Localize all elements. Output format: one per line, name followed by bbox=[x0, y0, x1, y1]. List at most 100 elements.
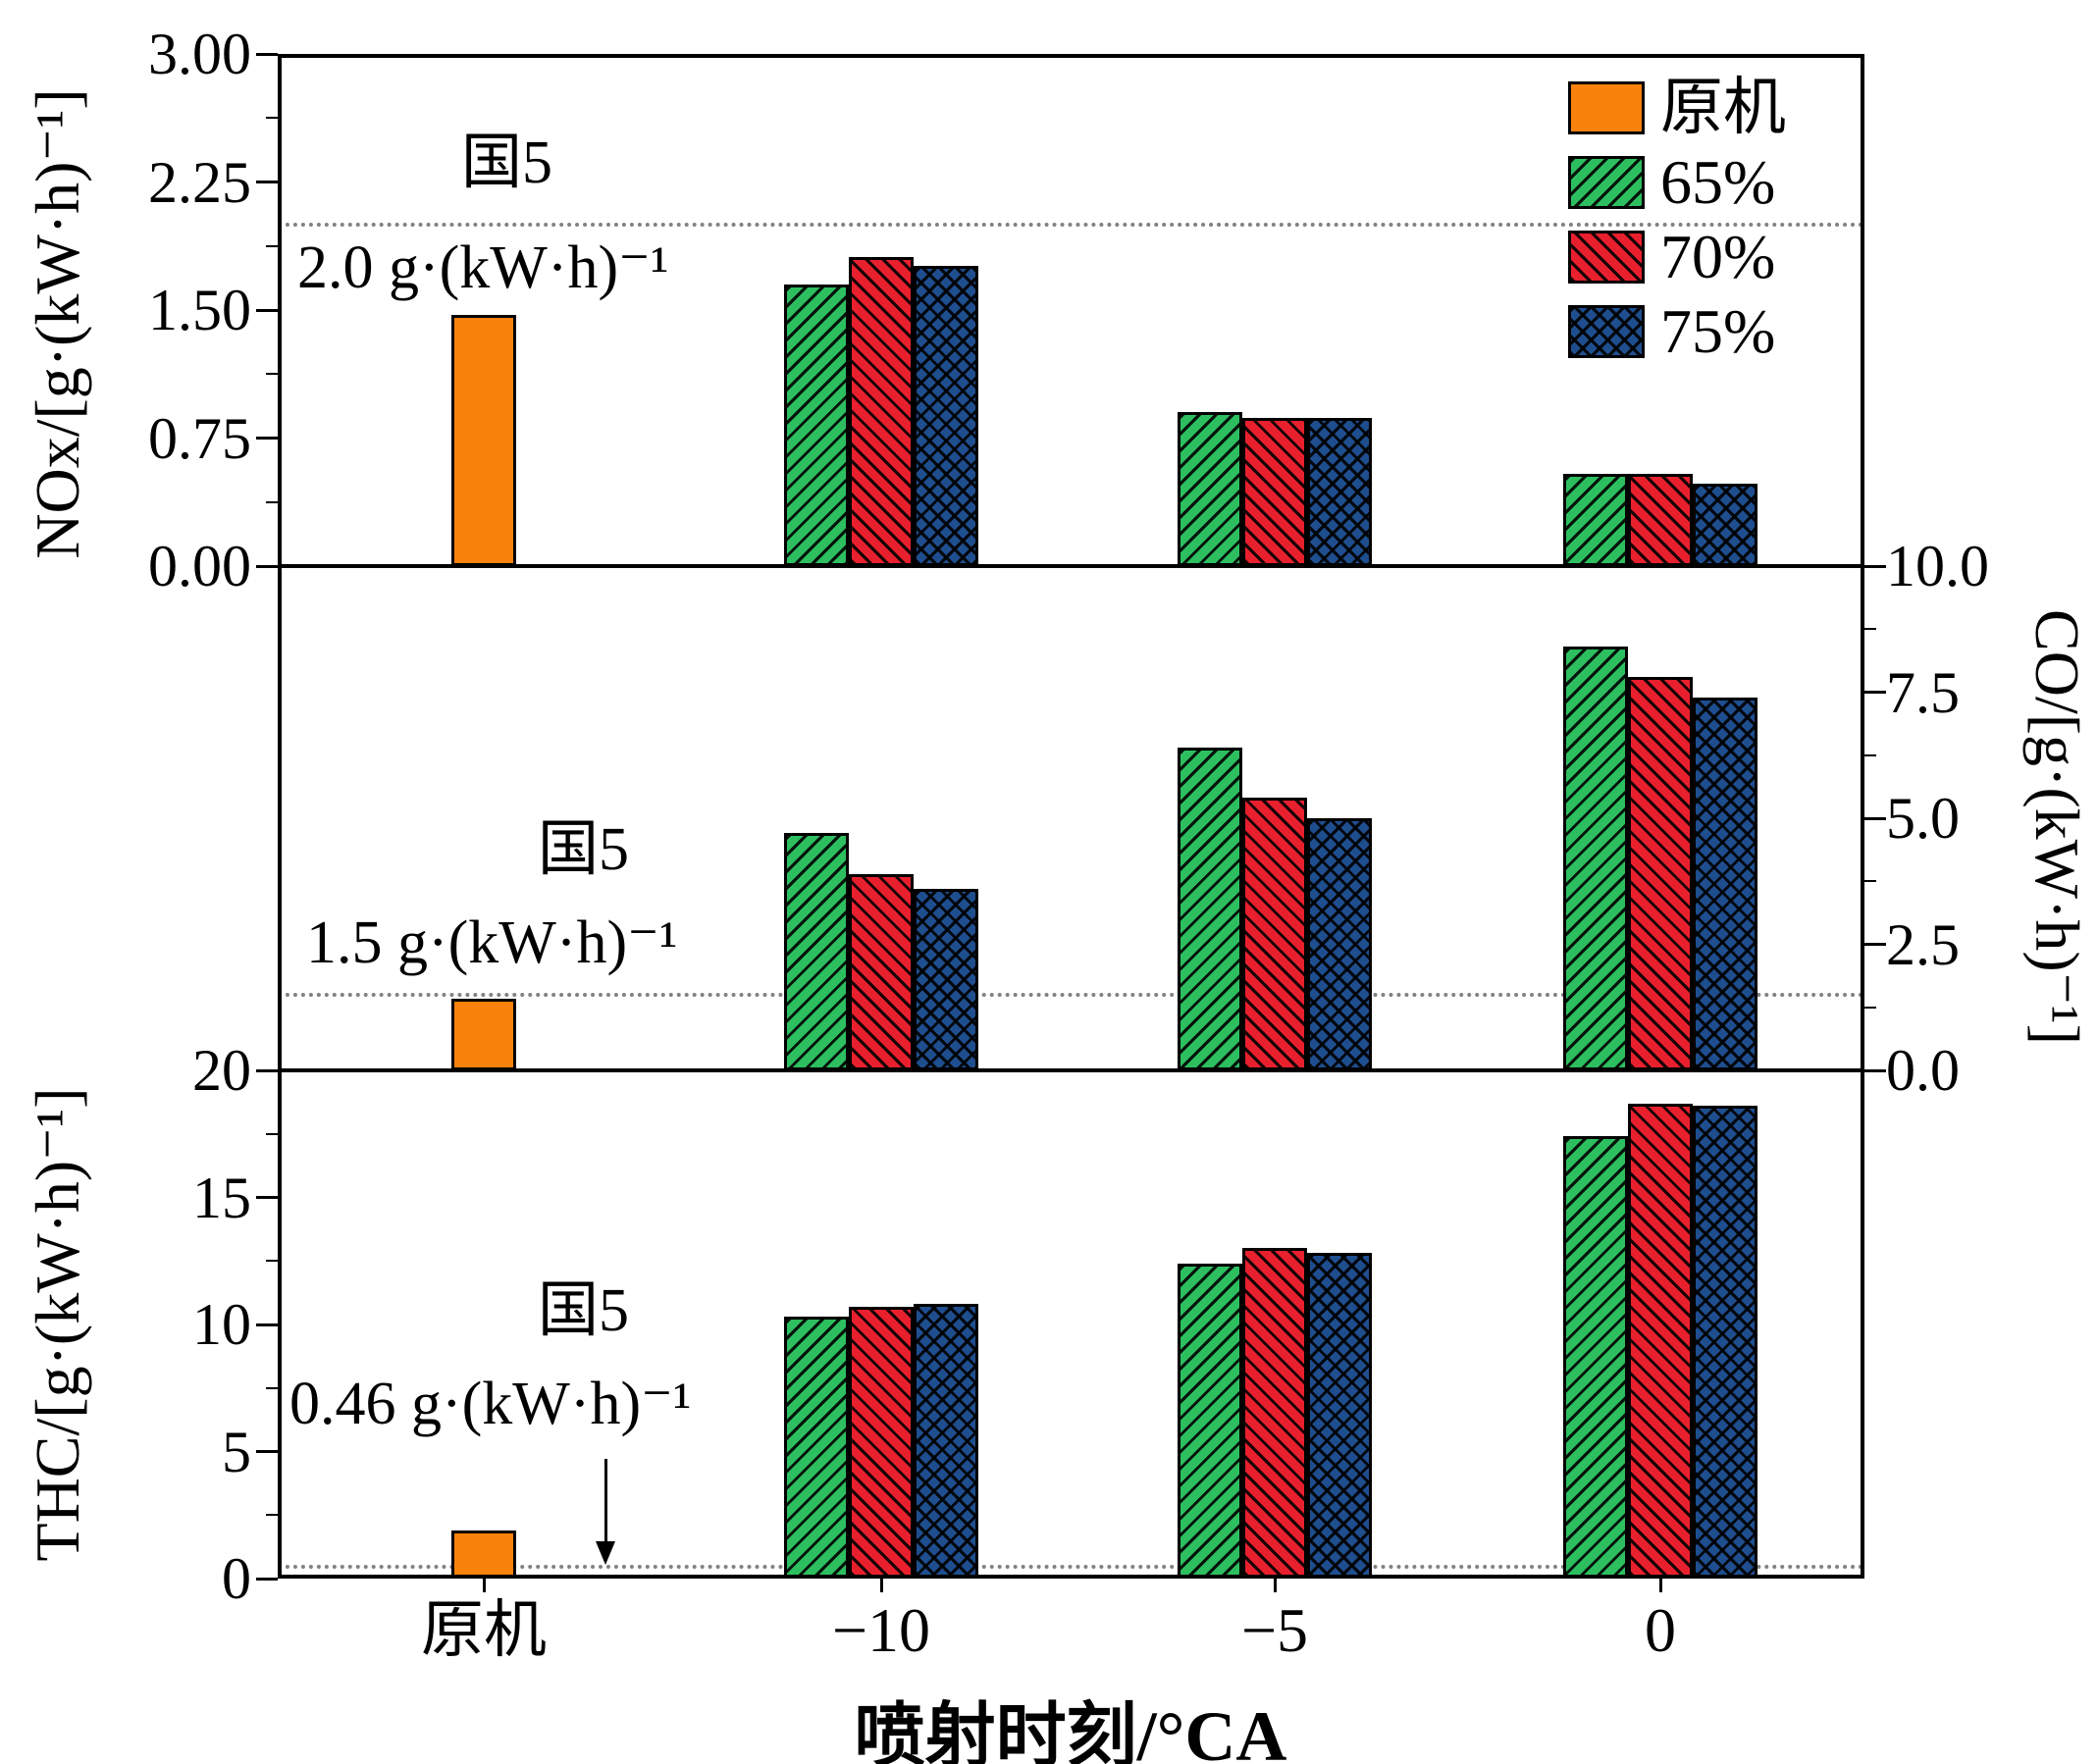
xtick bbox=[482, 1579, 486, 1592]
ytick-label-NOx: 3.00 bbox=[148, 22, 251, 86]
arrow-head-icon bbox=[596, 1541, 615, 1565]
ytick-CO bbox=[1864, 691, 1886, 694]
bar-NOx-1-70% bbox=[849, 257, 914, 566]
legend-swatch-cross-hatch bbox=[1568, 305, 1645, 358]
y-axis-title-nox: NOx/[g·(kW·h)⁻¹] bbox=[23, 88, 92, 559]
ytick-minor-CO bbox=[1864, 880, 1876, 883]
ytick-label-THC: 5 bbox=[222, 1419, 251, 1484]
ytick-THC bbox=[256, 1577, 278, 1581]
annotation-limit-co: 1.5 g·(kW·h)⁻¹ bbox=[306, 909, 678, 976]
bar-CO-1-75% bbox=[914, 888, 978, 1070]
ytick-label-CO: 0.0 bbox=[1886, 1038, 1960, 1103]
annotation-limit-thc: 0.46 g·(kW·h)⁻¹ bbox=[289, 1371, 692, 1437]
ytick-minor-THC bbox=[266, 1514, 278, 1517]
ytick-NOx bbox=[256, 52, 278, 56]
bar-NOx-2-70% bbox=[1242, 417, 1307, 566]
y-axis-title-co: CO/[g·(kW·h)⁻¹] bbox=[2022, 609, 2092, 1045]
ytick-minor-THC bbox=[266, 1386, 278, 1389]
bar-CO-1-65% bbox=[784, 833, 849, 1070]
x-axis-title: 喷射时刻/°CA bbox=[854, 1697, 1287, 1764]
bar-THC-1-70% bbox=[849, 1306, 914, 1579]
bar-THC-3-70% bbox=[1628, 1103, 1693, 1579]
ytick-CO bbox=[1864, 943, 1886, 946]
bar-CO-2-75% bbox=[1307, 818, 1372, 1070]
legend-item-75%: 75% bbox=[1568, 294, 1786, 369]
xtick-label: 0 bbox=[1645, 1595, 1676, 1665]
ytick-label-CO: 5.0 bbox=[1886, 786, 1960, 851]
bar-CO-3-70% bbox=[1628, 677, 1693, 1070]
annotation-guo5-co: 国5 bbox=[538, 816, 630, 883]
bar-NOx-3-75% bbox=[1693, 484, 1757, 566]
ytick-label-NOx: 0.00 bbox=[148, 534, 251, 598]
bar-THC-2-75% bbox=[1307, 1253, 1372, 1579]
bar-NOx-2-65% bbox=[1178, 412, 1242, 566]
bar-NOx-1-65% bbox=[784, 284, 849, 566]
reference-line-NOx bbox=[278, 223, 1864, 227]
xtick-label: −10 bbox=[831, 1595, 931, 1665]
ytick-CO bbox=[1864, 816, 1886, 820]
ytick-THC bbox=[256, 1068, 278, 1072]
bar-CO-3-75% bbox=[1693, 697, 1757, 1070]
xtick-label: 原机 bbox=[421, 1595, 547, 1665]
legend-item-70%: 70% bbox=[1568, 220, 1786, 294]
legend-item-65%: 65% bbox=[1568, 145, 1786, 220]
bar-NOx-2-75% bbox=[1307, 417, 1372, 566]
ytick-NOx bbox=[256, 437, 278, 440]
legend: 原机 65% 70% 75% bbox=[1568, 71, 1786, 369]
arrow-to-limit-line bbox=[604, 1459, 607, 1543]
annotation-guo5-nox: 国5 bbox=[461, 130, 553, 196]
bar-CO-0-原机 bbox=[451, 999, 516, 1070]
xtick bbox=[1658, 1579, 1662, 1592]
ytick-minor-NOx bbox=[266, 373, 278, 376]
ytick-THC bbox=[256, 1450, 278, 1453]
bar-THC-2-65% bbox=[1178, 1263, 1242, 1579]
legend-label: 70% bbox=[1660, 222, 1776, 291]
legend-swatch-bwd-hatch bbox=[1568, 231, 1645, 284]
bar-THC-3-75% bbox=[1693, 1106, 1757, 1579]
bar-CO-1-70% bbox=[849, 873, 914, 1070]
xtick-label: −5 bbox=[1240, 1595, 1309, 1665]
panel-separator-co-thc bbox=[278, 1068, 1864, 1072]
bar-CO-2-65% bbox=[1178, 748, 1242, 1070]
ytick-minor-THC bbox=[266, 1260, 278, 1263]
ytick-label-THC: 15 bbox=[192, 1165, 251, 1230]
legend-item-原机: 原机 bbox=[1568, 71, 1786, 145]
ytick-THC bbox=[256, 1196, 278, 1199]
ytick-label-THC: 10 bbox=[192, 1292, 251, 1357]
reference-line-THC bbox=[278, 1565, 1864, 1570]
bar-NOx-3-65% bbox=[1563, 474, 1628, 566]
reference-line-CO bbox=[278, 992, 1864, 997]
bar-CO-2-70% bbox=[1242, 798, 1307, 1070]
legend-label: 原机 bbox=[1660, 73, 1786, 142]
ytick-minor-NOx bbox=[266, 500, 278, 503]
ytick-label-NOx: 0.75 bbox=[148, 405, 251, 471]
ytick-label-CO: 10.0 bbox=[1886, 534, 1989, 598]
bar-THC-3-65% bbox=[1563, 1136, 1628, 1579]
ytick-label-THC: 0 bbox=[222, 1546, 251, 1611]
ytick-label-NOx: 2.25 bbox=[148, 149, 251, 215]
ytick-minor-CO bbox=[1864, 628, 1876, 631]
legend-label: 65% bbox=[1660, 147, 1776, 217]
bar-NOx-0-原机 bbox=[451, 315, 516, 566]
xtick bbox=[879, 1579, 883, 1592]
legend-label: 75% bbox=[1660, 296, 1776, 366]
ytick-label-NOx: 1.50 bbox=[148, 278, 251, 342]
xtick bbox=[1273, 1579, 1277, 1592]
ytick-label-CO: 7.5 bbox=[1886, 659, 1960, 725]
ytick-minor-CO bbox=[1864, 1006, 1876, 1009]
ytick-NOx bbox=[256, 308, 278, 312]
bar-NOx-3-70% bbox=[1628, 474, 1693, 566]
ytick-minor-NOx bbox=[266, 244, 278, 247]
ytick-minor-NOx bbox=[266, 117, 278, 120]
annotation-limit-nox: 2.0 g·(kW·h)⁻¹ bbox=[297, 234, 669, 301]
ytick-NOx bbox=[256, 564, 278, 568]
y-axis-title-thc: THC/[g·(kW·h)⁻¹] bbox=[23, 1087, 92, 1562]
panel-separator-nox-co bbox=[278, 564, 1864, 568]
bar-CO-3-65% bbox=[1563, 647, 1628, 1070]
legend-swatch-solid bbox=[1568, 81, 1645, 134]
ytick-NOx bbox=[256, 181, 278, 183]
bar-THC-1-65% bbox=[784, 1317, 849, 1579]
ytick-label-CO: 2.5 bbox=[1886, 911, 1960, 977]
ytick-THC bbox=[256, 1323, 278, 1326]
